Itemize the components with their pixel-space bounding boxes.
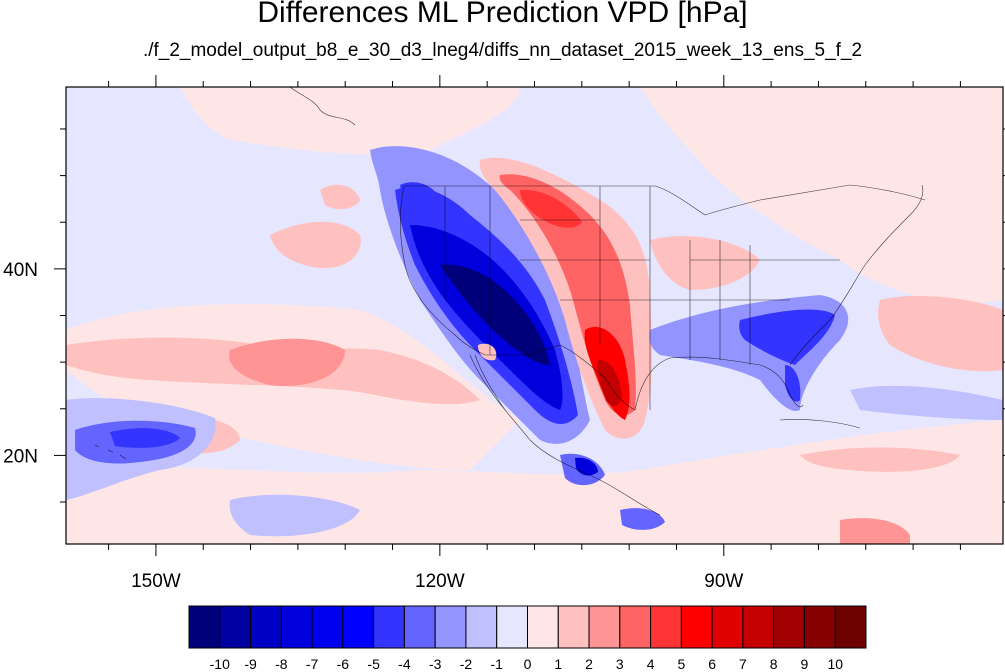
pacific-pink-patch-3 <box>320 184 360 210</box>
colorbar-swatch <box>342 605 375 649</box>
colorbar-label: -3 <box>429 656 442 672</box>
colorbar-swatch <box>280 605 313 649</box>
atlantic-blue-arc <box>850 385 1003 420</box>
colorbar-label: -7 <box>306 656 319 672</box>
hawaii-blue-deep <box>110 428 180 448</box>
colorbar-swatch <box>742 605 775 649</box>
gulf-coast <box>634 356 804 411</box>
colorbar-swatch <box>773 605 805 649</box>
colorbar-swatch <box>219 605 252 649</box>
colorbar-swatch <box>834 605 867 649</box>
state-lines-east <box>650 240 840 365</box>
colorbar: -10 -9 -8 -7 -6 -5 -4 -3 -2 -1 0 1 2 3 4 5 6 7 8 9 10 <box>188 605 867 672</box>
lon-tick-label-120w: 120W <box>415 571 465 592</box>
colorbar-label: 6 <box>708 656 716 672</box>
lon-tick-label-150w: 150W <box>131 571 181 592</box>
vpd-difference-field <box>66 87 1003 544</box>
colorbar-label: -2 <box>460 656 473 672</box>
colorbar-label: -4 <box>398 656 411 672</box>
colorbar-swatch <box>496 605 528 649</box>
southeast-blue <box>739 309 835 365</box>
colorbar-swatch <box>311 605 344 649</box>
us-west-coast <box>400 185 486 356</box>
colorbar-label: 8 <box>770 656 778 672</box>
colorbar-swatch <box>434 605 467 649</box>
colorbar-label: 4 <box>647 656 655 672</box>
baja-pink <box>478 343 497 361</box>
colorbar-label: -8 <box>275 656 288 672</box>
colorbar-label: 10 <box>827 656 843 672</box>
alaska-coast <box>289 87 356 126</box>
colorbar-label: 1 <box>554 656 562 672</box>
western-us-darkest-blue <box>440 264 550 365</box>
texas-dark-red <box>597 359 622 407</box>
colorbar-label: -1 <box>491 656 504 672</box>
pacific-pink-patch-2 <box>270 221 361 269</box>
colorbar-label: 2 <box>585 656 593 672</box>
pacific-northwest-blue <box>400 182 440 216</box>
map-title: Differences ML Prediction VPD [hPa] <box>257 0 748 29</box>
political-boundaries <box>94 87 926 516</box>
southwest-pacific-blue <box>229 494 360 537</box>
colorbar-label: 5 <box>677 656 685 672</box>
map-subtitle: ./f_2_model_output_b8_e_30_d3_lneg4/diff… <box>142 40 863 61</box>
colorbar-swatch <box>373 605 405 649</box>
lat-tick-label-40n: 40N <box>3 260 38 281</box>
canada-east <box>759 184 926 201</box>
atlantic-pink <box>878 295 1003 372</box>
lon-tick-label-90w: 90W <box>704 571 743 592</box>
colorbar-swatch <box>557 605 590 649</box>
us-canada-border <box>404 185 761 216</box>
colorbar-swatch <box>527 605 559 649</box>
us-mexico-border <box>485 344 636 411</box>
central-america-blue <box>620 508 665 530</box>
state-lines-west <box>444 186 651 410</box>
colorbar-label: 9 <box>801 656 809 672</box>
dakotas-red <box>520 189 582 228</box>
caribbean-red <box>840 518 910 544</box>
baja-peninsula <box>474 354 506 411</box>
colorbar-label: 7 <box>739 656 747 672</box>
axis-ticks <box>54 75 1005 556</box>
east-light-red <box>640 87 1003 303</box>
colorbar-label: -9 <box>244 656 257 672</box>
colorbar-label: -6 <box>337 656 350 672</box>
pacific-red-patch <box>229 338 345 386</box>
colorbar-label: 3 <box>616 656 624 672</box>
colorbar-swatch <box>680 605 713 649</box>
east-coast <box>789 184 924 366</box>
colorbar-swatch <box>619 605 652 649</box>
lat-tick-label-20n: 20N <box>3 446 38 467</box>
colorbar-label: -5 <box>367 656 380 672</box>
mexico-outline <box>469 354 661 516</box>
colorbar-swatch <box>803 605 836 649</box>
colorbar-swatch <box>188 605 221 649</box>
colorbar-label: -10 <box>210 656 230 672</box>
colorbar-swatch <box>403 605 436 649</box>
colorbar-swatch <box>711 605 744 649</box>
east-us-pink <box>650 236 760 290</box>
colorbar-swatch <box>465 605 498 649</box>
cuba-outline <box>779 419 861 429</box>
colorbar-swatch <box>250 605 282 649</box>
hawaii-islands <box>94 444 127 460</box>
gulf-pink <box>800 447 960 472</box>
colorbar-label: 0 <box>524 656 532 672</box>
colorbar-swatch <box>650 605 682 649</box>
north-pacific-light-red <box>180 87 520 155</box>
colorbar-swatch <box>588 605 621 649</box>
